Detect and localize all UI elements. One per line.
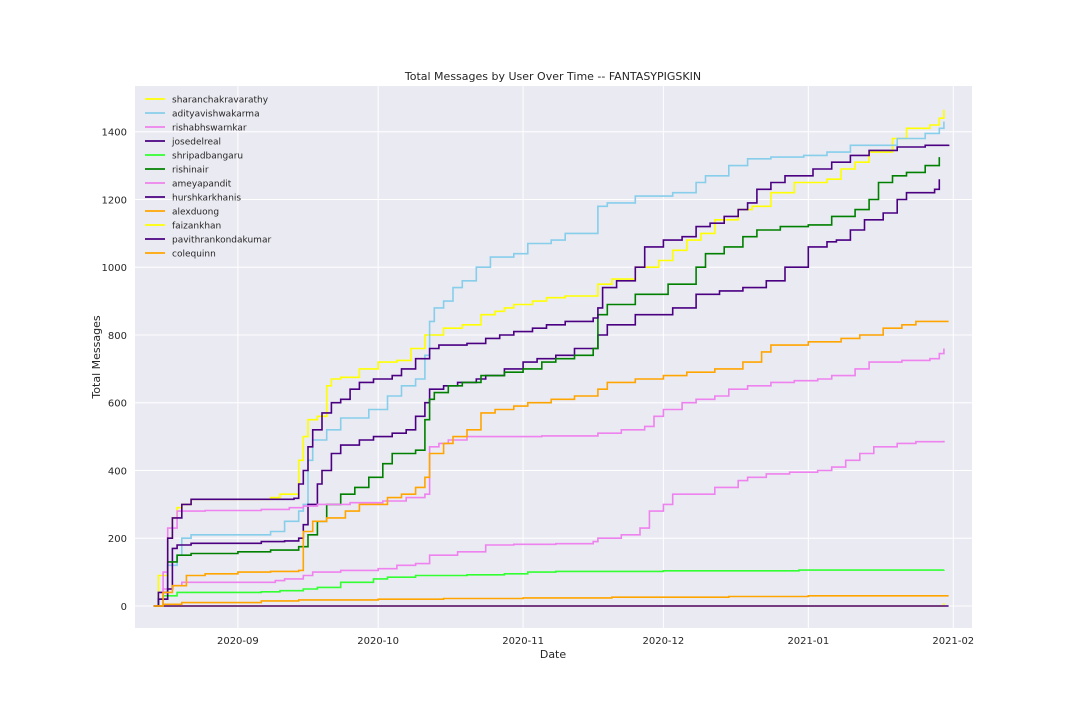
series-line-sharanchakravarathy <box>153 109 945 607</box>
series-line-adityavishwakarma <box>153 121 945 607</box>
y-tick-label: 400 <box>108 466 127 477</box>
y-tick-label: 200 <box>108 534 127 545</box>
y-tick-label: 0 <box>121 602 127 613</box>
axes: 0 200 400 600 800 1000 1200 1400 2020-09 2020-10 2… <box>102 128 975 647</box>
x-axis-label: Date <box>540 648 567 661</box>
x-tick-label: 2020-09 <box>217 636 259 647</box>
x-tick-label: 2020-12 <box>642 636 684 647</box>
legend-label-adityavishwakarma: adityavishwakarma <box>172 110 260 120</box>
legend-label-sharanchakravarathy: sharanchakravarathy <box>172 96 269 106</box>
plot-background <box>135 86 972 628</box>
y-tick-label: 600 <box>108 399 127 410</box>
series-line-ameyapandit <box>153 348 945 607</box>
grid <box>135 86 972 628</box>
legend-label-colequinn: colequinn <box>172 250 216 260</box>
legend-label-rishinair: rishinair <box>172 166 209 176</box>
legend-label-pavithrankondakumar: pavithrankondakumar <box>172 236 271 246</box>
legend-label-ameyapandit: ameyapandit <box>172 180 232 190</box>
legend-label-shripadbangaru: shripadbangaru <box>172 152 243 162</box>
x-tick-label: 2020-10 <box>357 636 399 647</box>
legend-label-alexduong: alexduong <box>172 208 219 218</box>
x-tick-label: 2021-01 <box>787 636 829 647</box>
series-line-hurshkarkhanis <box>153 144 950 607</box>
x-tick-label: 2021-02 <box>932 636 974 647</box>
legend-label-rishabhswarnkar: rishabhswarnkar <box>172 124 247 134</box>
x-tick-label: 2020-11 <box>502 636 544 647</box>
legend-label-josedelreal: josedelreal <box>171 138 221 148</box>
y-tick-label: 1000 <box>102 263 127 274</box>
series-line-shripadbangaru <box>153 569 945 607</box>
series-line-colequinn <box>153 595 949 607</box>
series-line-rishabhswarnkar <box>153 440 945 607</box>
legend-label-hurshkarkhanis: hurshkarkhanis <box>172 194 241 204</box>
chart-title: Total Messages by User Over Time -- FANT… <box>404 70 701 83</box>
series-lines <box>153 109 950 607</box>
legend-label-faizankhan: faizankhan <box>172 222 221 232</box>
y-tick-label: 1200 <box>102 195 127 206</box>
y-tick-label: 800 <box>108 331 127 342</box>
legend: sharanchakravarathy adityavishwakarma rish… <box>145 96 271 260</box>
series-line-alexduong <box>153 320 949 607</box>
series-line-rishinair <box>153 157 941 607</box>
y-tick-label: 1400 <box>102 128 127 139</box>
y-axis-label: Total Messages <box>90 315 103 399</box>
